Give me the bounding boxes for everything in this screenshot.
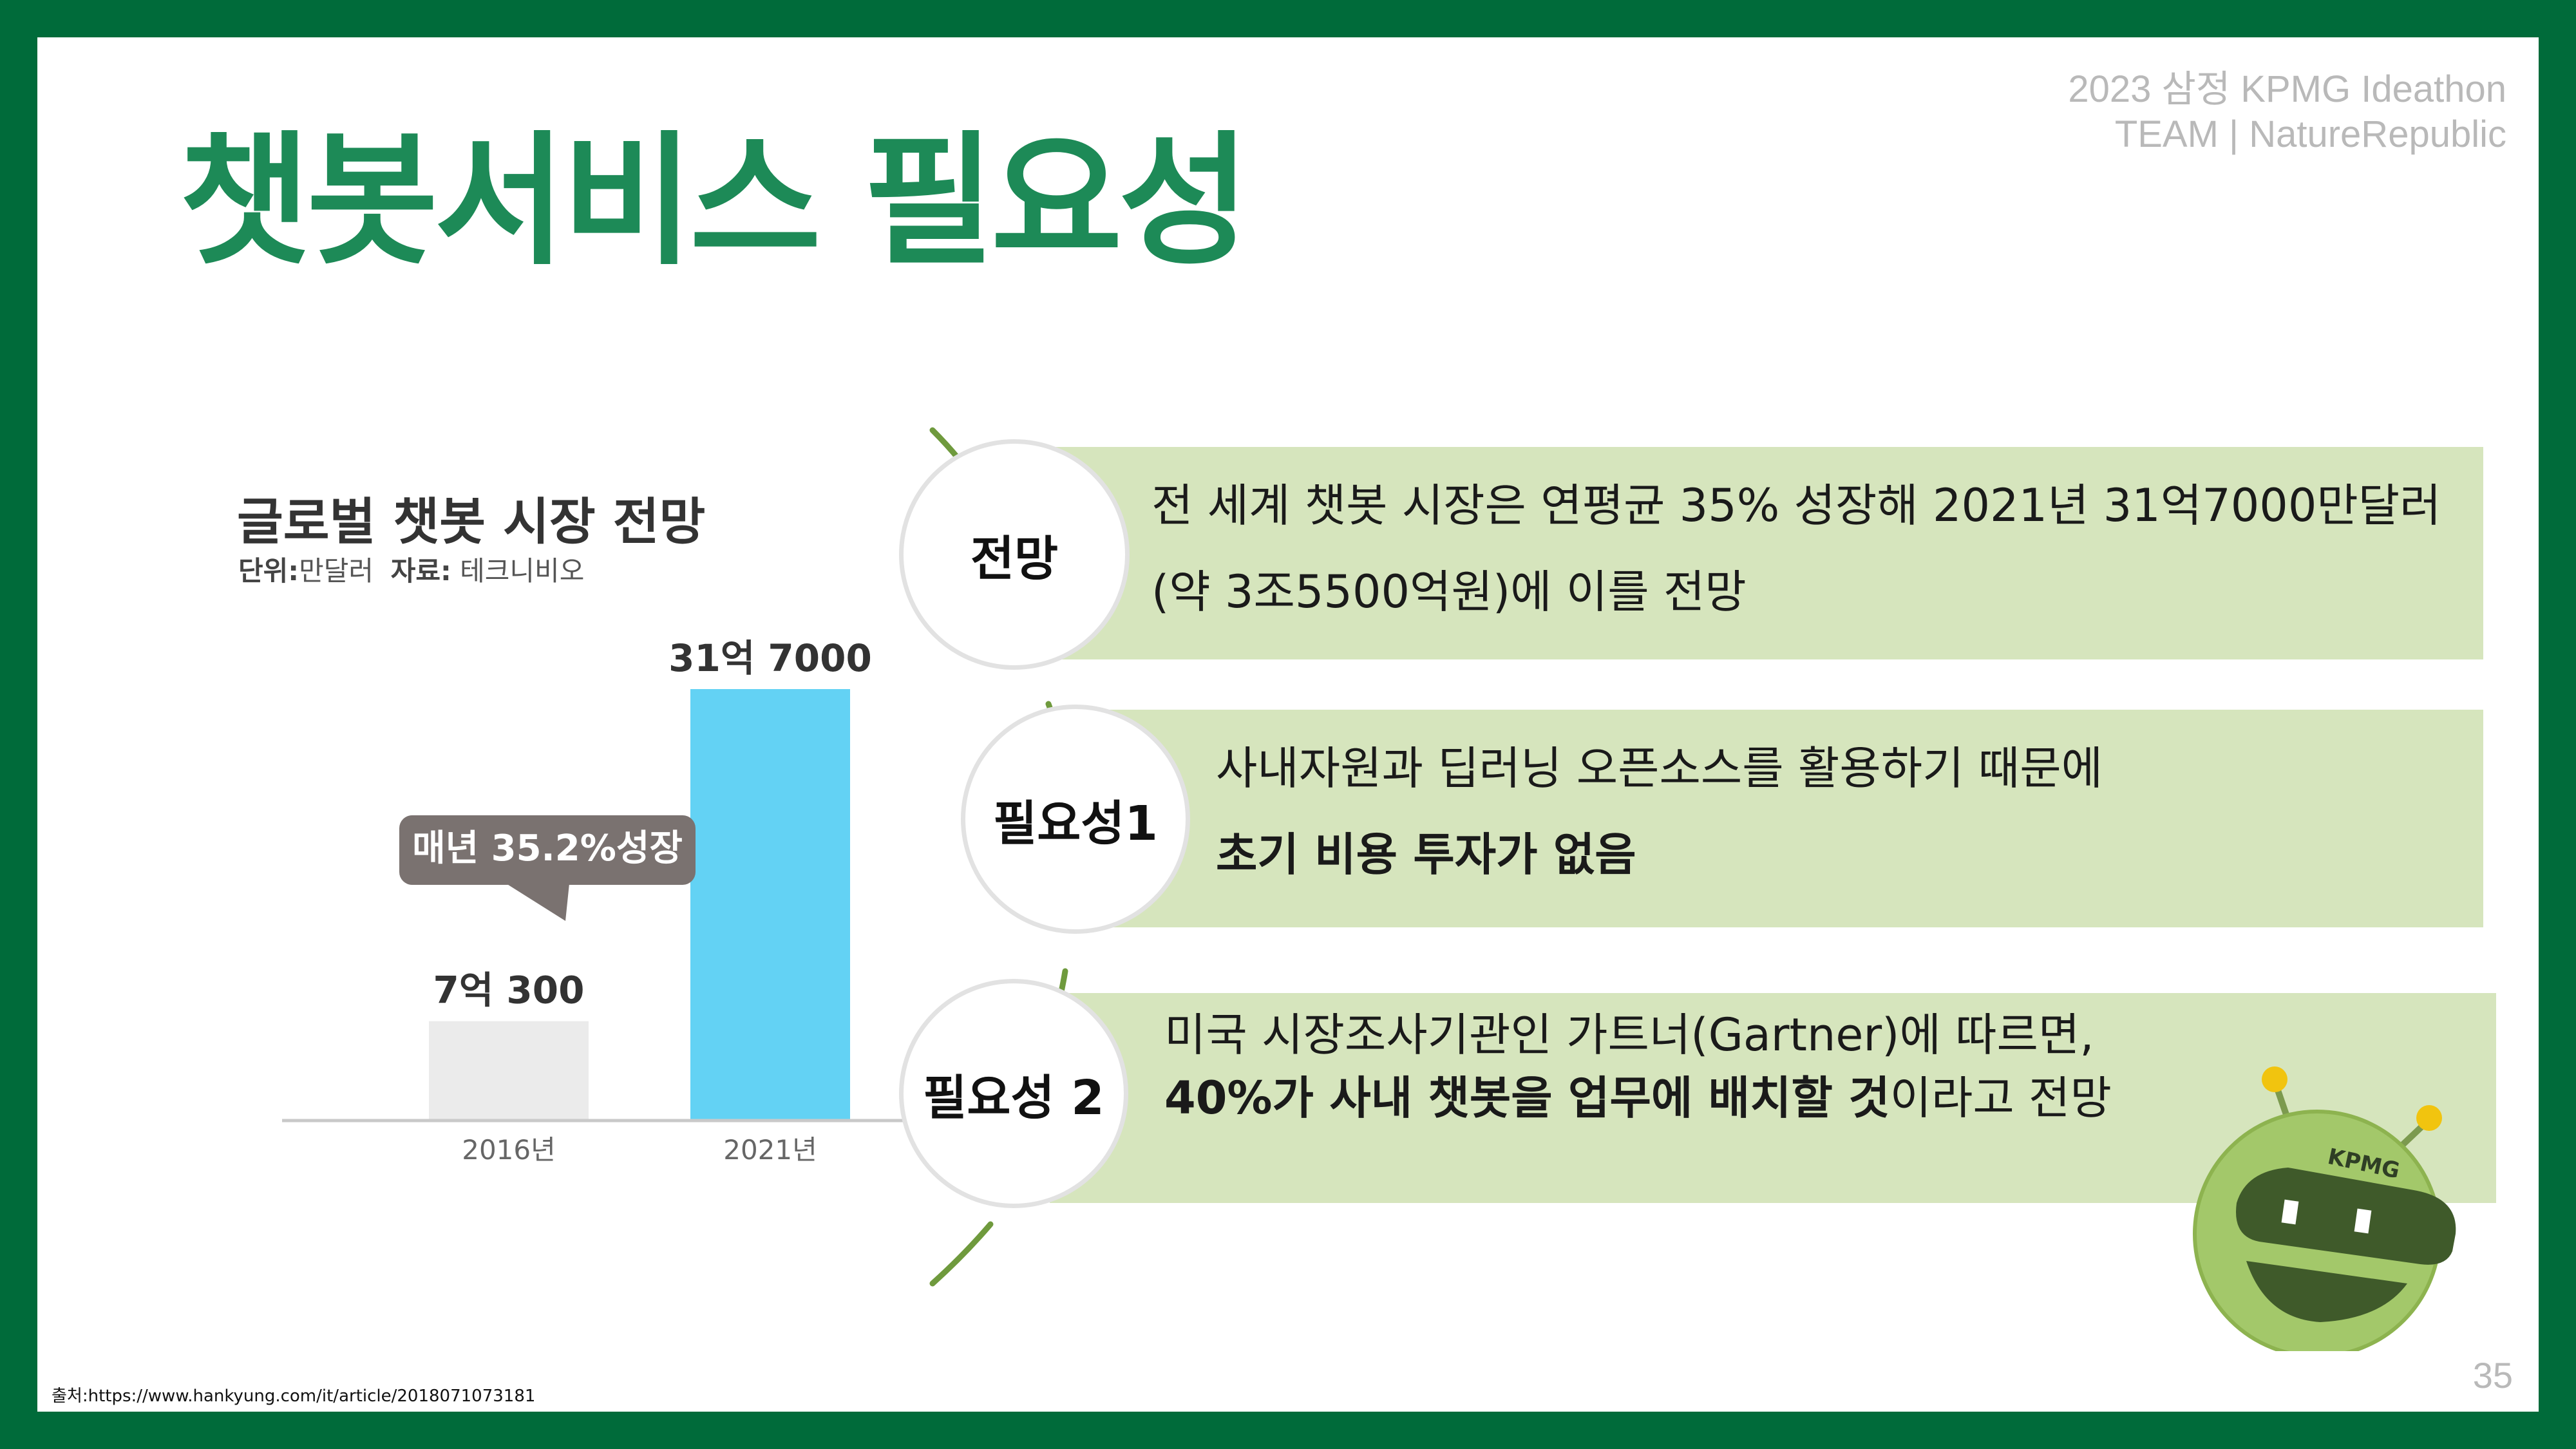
- point-band-2: [1106, 710, 2483, 927]
- point-circle-1: 전망: [899, 439, 1130, 670]
- point-label-1: 전망: [970, 531, 1059, 587]
- point-circle-3: 필요성 2: [899, 979, 1128, 1208]
- event-info: 2023 삼정 KPMG Ideathon TEAM | NatureRepub…: [2068, 67, 2506, 157]
- point-1-line-1: 전 세계 챗봇 시장은 연평균 35% 성장해 2021년 31억7000만달러: [1151, 479, 2441, 532]
- unit-label: 단위:: [238, 555, 299, 587]
- event-title: 2023 삼정 KPMG Ideathon: [2068, 68, 2506, 110]
- kpmg-robot-icon: KPMG: [2193, 1066, 2456, 1351]
- point-text-1: 전 세계 챗봇 시장은 연평균 35% 성장해 2021년 31억7000만달러…: [1151, 462, 2441, 635]
- page-number: 35: [2472, 1355, 2513, 1396]
- slide: 2023 삼정 KPMG Ideathon TEAM | NatureRepub…: [37, 37, 2539, 1412]
- category-label: 2016년: [462, 1134, 556, 1166]
- chart-subtitle: 단위:만달러 자료: 테크니비오: [238, 549, 584, 589]
- point-label-2: 필요성1: [993, 795, 1158, 851]
- point-text-2: 사내자원과 딥러닝 오픈소스를 활용하기 때문에 초기 비용 투자가 없음: [1216, 725, 2103, 898]
- point-band-1: [1048, 447, 2483, 659]
- source-label: 자료:: [390, 555, 451, 587]
- point-2-line-1: 사내자원과 딥러닝 오픈소스를 활용하기 때문에: [1216, 742, 2103, 795]
- bar-value-label: 31억 7000: [668, 636, 872, 680]
- team-name: TEAM | NatureRepublic: [2114, 113, 2506, 155]
- bar-2016년: [429, 1021, 589, 1121]
- source-citation: 출처:https://www.hankyung.com/it/article/2…: [52, 1387, 536, 1406]
- point-text-3: 미국 시장조사기관인 가트너(Gartner)에 따르면, 40%가 사내 챗봇…: [1164, 1003, 2112, 1130]
- bar-chart: 7억 300 2016년 31억 7000 2021년 매년 35.2%성장: [282, 636, 965, 1166]
- bar-2021년: [690, 689, 850, 1121]
- bar-value-label: 7억 300: [433, 969, 585, 1012]
- growth-callout: 매년 35.2%성장: [399, 815, 696, 921]
- point-1-line-2: (약 3조5500억원)에 이를 전망: [1151, 565, 1747, 618]
- point-3-line-1: 미국 시장조사기관인 가트너(Gartner)에 따르면,: [1164, 1009, 2094, 1061]
- point-circle-2: 필요성1: [961, 705, 1190, 934]
- page-title: 챗봇서비스 필요성: [179, 118, 1250, 285]
- point-label-3: 필요성 2: [923, 1070, 1104, 1126]
- point-3-line-2: 40%가 사내 챗봇을 업무에 배치할 것이라고 전망: [1164, 1072, 2112, 1124]
- growth-callout-text: 매년 35.2%성장: [412, 828, 683, 869]
- point-2-line-2: 초기 비용 투자가 없음: [1216, 828, 1636, 881]
- source-value: 테크니비오: [460, 555, 585, 587]
- chart-title: 글로벌 챗봇 시장 전망: [237, 493, 706, 551]
- category-label: 2021년: [723, 1134, 817, 1166]
- arc-bottom: [929, 1221, 994, 1287]
- unit-value: 만달러: [299, 555, 374, 587]
